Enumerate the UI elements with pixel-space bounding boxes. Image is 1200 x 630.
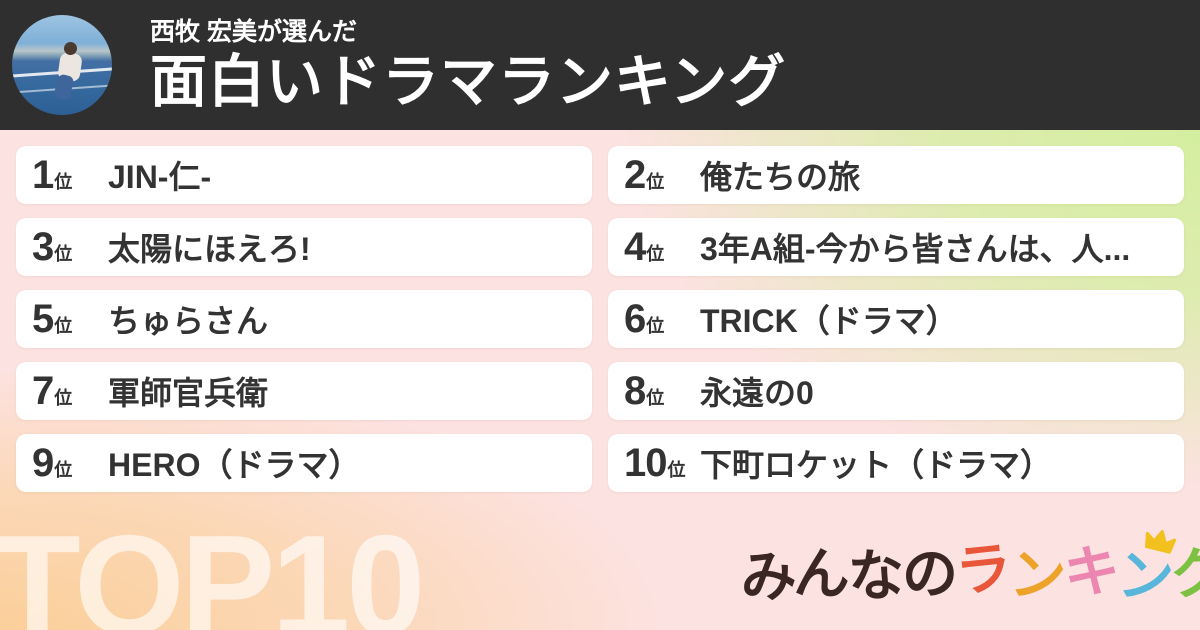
- drama-title: HERO（ドラマ）: [108, 447, 361, 483]
- rank-number: 9: [32, 441, 54, 485]
- rank-suffix: 位: [646, 172, 665, 192]
- drama-title: JIN-仁-: [108, 159, 212, 195]
- logo-letter: グ: [1170, 540, 1200, 605]
- rank-number: 3: [32, 225, 54, 269]
- header-text: 西牧 宏美が選んだ 面白いドラマランキング: [150, 17, 786, 111]
- drama-title: TRICK（ドラマ）: [700, 303, 958, 339]
- rank-number: 6: [624, 297, 646, 341]
- rank-number: 10: [624, 441, 667, 485]
- rank-number: 5: [32, 297, 54, 341]
- logo-letter: ん: [792, 540, 850, 607]
- rank-suffix: 位: [54, 244, 73, 264]
- logo-letter: な: [846, 543, 904, 608]
- rank-suffix: 位: [646, 388, 665, 408]
- rank-suffix: 位: [54, 172, 73, 192]
- drama-title: 軍師官兵衛: [108, 375, 269, 411]
- rank-number: 8: [624, 369, 646, 413]
- logo-letter: ラ: [952, 535, 1013, 604]
- logo-letter: み: [738, 543, 797, 610]
- drama-title: 太陽にほえろ!: [108, 231, 311, 267]
- rank-suffix: 位: [646, 244, 665, 264]
- avatar-photo-person-head: [64, 42, 77, 55]
- rank-suffix: 位: [54, 460, 73, 480]
- drama-title: 下町ロケット（ドラマ）: [700, 447, 1053, 483]
- header: 西牧 宏美が選んだ 面白いドラマランキング: [0, 0, 1200, 130]
- logo-letter: の: [900, 541, 958, 606]
- drama-title: ちゅらさん: [108, 303, 269, 339]
- crown-icon: [1144, 530, 1177, 554]
- rank-number: 1: [32, 153, 54, 197]
- site-logo[interactable]: みんなのランキング: [738, 530, 1200, 610]
- logo-letter: ン: [1007, 542, 1067, 609]
- rank-label: 10 位: [624, 443, 688, 483]
- rank-suffix: 位: [667, 460, 686, 480]
- top10-watermark: TOP10: [0, 506, 425, 630]
- drama-title: 永遠の0: [700, 375, 814, 411]
- rank-number: 7: [32, 369, 54, 413]
- avatar[interactable]: [12, 15, 112, 115]
- drama-title: 俺たちの旅: [700, 159, 861, 195]
- rank-suffix: 位: [54, 316, 73, 336]
- logo-letter: キ: [1062, 538, 1120, 605]
- page-title: 面白いドラマランキング: [150, 50, 787, 115]
- rank-suffix: 位: [646, 316, 665, 336]
- author-line: 西牧 宏美が選んだ: [150, 18, 357, 46]
- rank-number: 4: [624, 225, 646, 269]
- rank-number: 2: [624, 153, 646, 197]
- drama-title: 3年A組-今から皆さんは、人...: [700, 231, 1131, 267]
- rank-suffix: 位: [54, 388, 73, 408]
- ranking-item-10[interactable]: 10 位 下町ロケット（ドラマ）: [608, 434, 1184, 492]
